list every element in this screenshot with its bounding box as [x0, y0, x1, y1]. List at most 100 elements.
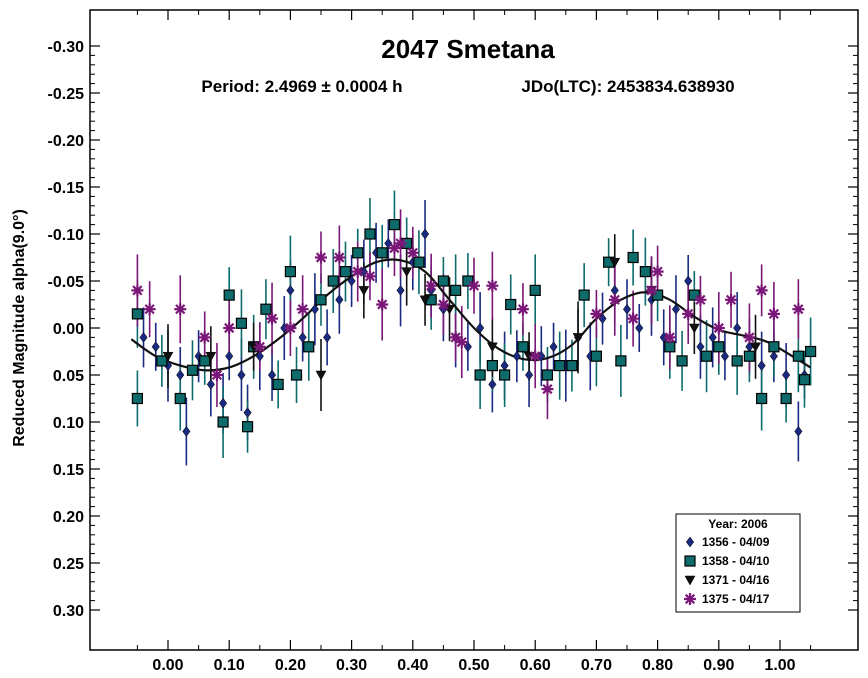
- data-point-triangle: [358, 286, 370, 296]
- data-point-asterisk: [376, 298, 389, 311]
- asterisk-stroke: [377, 299, 388, 310]
- data-point-square: [804, 345, 817, 358]
- data-point-diamond: [323, 331, 332, 343]
- data-point-asterisk: [315, 251, 327, 264]
- y-tick-label: 0.05: [53, 368, 84, 385]
- data-point-asterisk: [296, 303, 309, 316]
- y-tick-label: 0.15: [53, 462, 84, 479]
- data-point-square: [131, 308, 143, 320]
- asterisk-stroke: [487, 280, 498, 291]
- asterisk-stroke: [768, 308, 779, 319]
- data-point-asterisk: [363, 270, 376, 283]
- data-point-diamond: [335, 294, 344, 306]
- data-point-diamond: [537, 350, 546, 362]
- data-points: [131, 219, 817, 437]
- y-tick-label: -0.25: [48, 86, 85, 103]
- data-point-square: [768, 341, 780, 353]
- data-point-asterisk: [651, 265, 664, 278]
- data-point-square: [590, 350, 603, 362]
- data-point-square: [339, 266, 352, 278]
- period-text: Period: 2.4969 ± 0.0004 h: [201, 77, 402, 96]
- y-tick-label: 0.25: [53, 556, 84, 573]
- data-point-asterisk: [529, 350, 542, 363]
- data-point-triangle: [572, 333, 584, 343]
- data-point-triangle: [162, 351, 174, 362]
- asterisk-stroke: [395, 238, 406, 249]
- data-point-diamond: [659, 331, 668, 343]
- data-point-diamond: [151, 341, 160, 353]
- data-point-square: [315, 294, 327, 306]
- x-tick-label: 0.30: [336, 657, 367, 674]
- asterisk-stroke: [793, 304, 804, 315]
- data-point-diamond: [206, 378, 215, 390]
- asterisk-stroke: [756, 285, 767, 296]
- data-point-diamond: [769, 350, 778, 362]
- data-point-square: [352, 247, 364, 259]
- y-tick-label: 0.20: [53, 509, 84, 526]
- data-point-asterisk: [627, 312, 640, 325]
- data-point-asterisk: [468, 279, 480, 292]
- data-point-asterisk: [425, 279, 438, 292]
- data-point-diamond: [298, 331, 307, 343]
- legend-box: [675, 513, 801, 613]
- x-tick-label: 0.60: [520, 657, 551, 674]
- data-point-asterisk: [541, 383, 554, 396]
- data-point-diamond: [708, 331, 717, 343]
- legend: Year: 2006 1356 - 04/09 1358 - 04/10 1371 …: [675, 513, 801, 613]
- data-point-square: [756, 392, 768, 405]
- asterisk-stroke: [725, 294, 737, 305]
- data-point-triangle: [750, 342, 761, 353]
- asterisk-stroke: [144, 304, 155, 315]
- data-point-asterisk: [351, 265, 364, 278]
- data-point-asterisk: [516, 303, 529, 316]
- data-point-square: [450, 284, 462, 296]
- data-point-triangle: [205, 351, 217, 362]
- x-tick-label: 0.70: [581, 657, 612, 674]
- data-point-square: [303, 341, 315, 353]
- data-point-asterisk: [455, 336, 468, 349]
- legend-entry-label: 1356 - 04/09: [702, 535, 770, 549]
- data-point-asterisk: [174, 303, 187, 316]
- data-point-square: [688, 289, 700, 301]
- asterisk-stroke: [695, 294, 706, 305]
- data-point-asterisk: [694, 293, 707, 306]
- data-point-asterisk: [590, 307, 603, 320]
- data-point-diamond: [720, 350, 729, 362]
- data-point-asterisk: [486, 279, 499, 292]
- data-point-diamond: [757, 360, 766, 372]
- asterisk-stroke: [438, 299, 449, 310]
- data-point-triangle: [401, 267, 413, 278]
- x-tick-label: 1.00: [764, 657, 795, 674]
- y-axis-label: Reduced Magnitude alpha(9.0°): [11, 209, 28, 447]
- data-point-asterisk: [682, 307, 695, 320]
- x-tick-label: 0.80: [642, 657, 673, 674]
- asterisk-stroke: [334, 252, 345, 263]
- data-point-diamond: [219, 397, 228, 409]
- data-point-diamond: [267, 369, 277, 381]
- asterisk-stroke: [254, 341, 265, 352]
- data-point-square: [156, 355, 168, 367]
- data-point-square: [486, 360, 498, 372]
- data-point-asterisk: [792, 303, 805, 316]
- data-point-square: [798, 374, 811, 386]
- data-point-asterisk: [743, 331, 756, 344]
- data-point-diamond: [280, 322, 289, 334]
- data-point-square: [364, 228, 376, 240]
- data-point-asterisk: [608, 293, 621, 306]
- asterisk-stroke: [628, 313, 639, 324]
- data-point-square: [780, 392, 792, 405]
- data-point-square: [290, 369, 303, 381]
- asterisk-stroke: [352, 266, 363, 277]
- data-point-asterisk: [663, 331, 676, 344]
- legend-entry-label: 1371 - 04/16: [702, 573, 770, 587]
- data-point-diamond: [525, 369, 534, 381]
- data-point-diamond: [476, 322, 485, 334]
- asterisk-stroke: [297, 304, 308, 315]
- data-point-asterisk: [266, 312, 279, 325]
- data-point-square: [376, 247, 388, 259]
- data-point-square: [388, 219, 401, 231]
- data-point-asterisk: [198, 331, 211, 344]
- asterisk-stroke: [285, 322, 296, 334]
- data-point-square: [241, 421, 254, 433]
